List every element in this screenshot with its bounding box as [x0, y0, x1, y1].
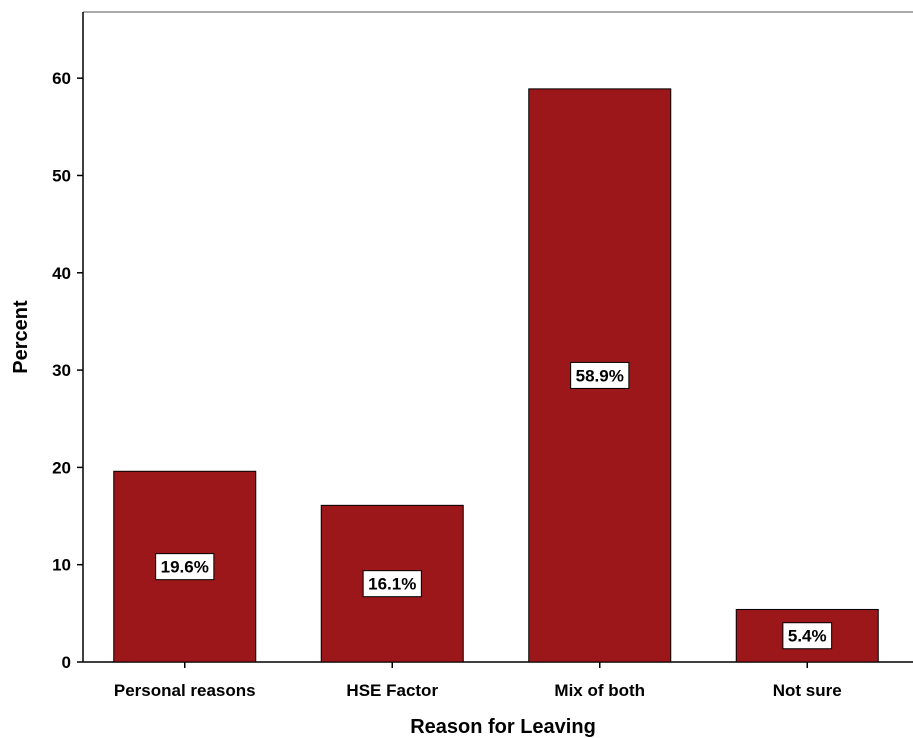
data-label: 16.1% [362, 570, 422, 598]
x-axis-title: Reason for Leaving [410, 716, 596, 738]
y-tick-label: 50 [52, 166, 71, 185]
data-label-box [570, 361, 630, 389]
x-tick-label: Personal reasons [114, 681, 256, 700]
data-label: 58.9% [570, 361, 630, 389]
y-axis-title: Percent [10, 300, 32, 374]
y-tick-label: 20 [52, 458, 71, 477]
data-label: 19.6% [155, 553, 215, 581]
x-tick-label: Mix of both [554, 681, 645, 700]
data-label-text: 58.9% [576, 366, 624, 385]
data-label-box [362, 570, 422, 598]
x-axis: Personal reasons HSE Factor Mix of both Not… [114, 662, 842, 700]
data-label-box [155, 553, 215, 581]
data-label-box [782, 622, 833, 650]
y-tick-label: 10 [52, 556, 71, 575]
x-tick-label: HSE Factor [346, 681, 438, 700]
bars [113, 88, 879, 663]
x-tick-label: Not sure [773, 681, 842, 700]
y-tick-label: 30 [52, 361, 71, 380]
y-tick-label: 0 [62, 653, 71, 672]
data-label: 5.4% [782, 622, 833, 650]
data-labels: 19.6% 16.1% 58.9% 5.4% [155, 361, 833, 650]
y-tick-label: 40 [52, 264, 71, 283]
data-label-text: 5.4% [788, 627, 827, 646]
data-label-text: 19.6% [161, 558, 209, 577]
data-label-text: 16.1% [368, 575, 416, 594]
y-tick-label: 60 [52, 69, 71, 88]
y-axis: 0 10 20 30 40 50 60 [52, 69, 83, 672]
